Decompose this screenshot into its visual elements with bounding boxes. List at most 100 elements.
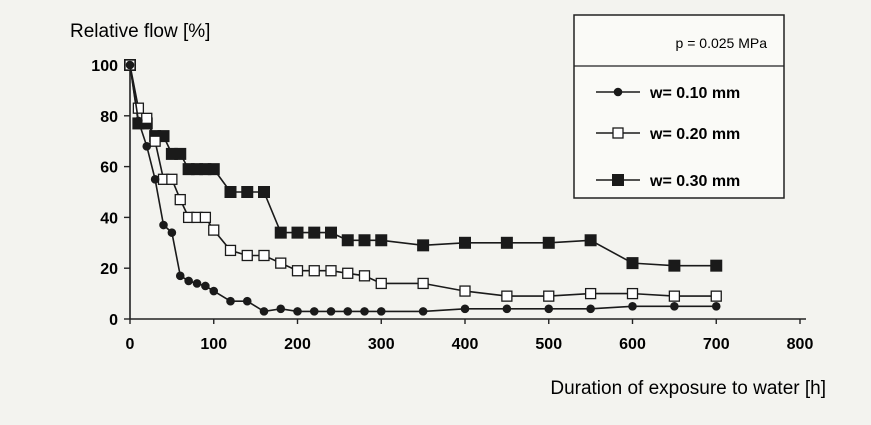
x-axis-label: Duration of exposure to water [h] [550, 378, 826, 399]
series-2-point [459, 285, 471, 297]
series-1-point [184, 276, 193, 286]
x-tick-label: 500 [535, 336, 562, 353]
series-2-point [174, 193, 186, 206]
series-2-point [710, 290, 722, 302]
x-tick-label: 600 [619, 336, 646, 353]
series-3-point [325, 226, 337, 239]
series-1-point [360, 307, 369, 316]
series-3-point [274, 226, 287, 239]
series-3-point [241, 186, 254, 198]
x-tick-label: 100 [200, 336, 227, 353]
series-1-point [628, 302, 637, 311]
y-tick-label: 0 [109, 312, 118, 329]
series-1-point [201, 281, 210, 291]
series-2-point [149, 135, 161, 147]
x-tick-label: 700 [703, 336, 730, 353]
series-3-point [358, 234, 371, 247]
series-1-point [259, 307, 269, 316]
y-axis-label: Relative flow [%] [70, 21, 210, 42]
series-2-point [258, 249, 270, 262]
series-3-point [258, 186, 270, 198]
series-3-point [500, 236, 513, 249]
series-1-point [175, 271, 185, 281]
series-1-point [293, 307, 302, 316]
series-3-point [207, 163, 220, 176]
series-1-point [326, 307, 336, 316]
legend: p = 0.025 MPa w= 0.10 mm w= 0.20 mm w= 0.3… [573, 14, 785, 199]
series-3-point [375, 234, 388, 247]
y-tick-label: 80 [100, 109, 118, 126]
series-2-point [668, 290, 681, 302]
legend-swatch-marker [612, 127, 624, 139]
series-1-point [460, 304, 470, 314]
legend-label: w= 0.10 mm [649, 85, 740, 102]
plot-area [124, 59, 723, 316]
legend-box [573, 14, 785, 199]
legend-title: p = 0.025 MPa [676, 35, 768, 51]
series-1-point [711, 302, 721, 311]
series-1-point [125, 60, 135, 70]
series-2-point [501, 290, 513, 302]
series-3-point [459, 236, 471, 249]
series-2-point [199, 211, 212, 224]
legend-swatch-marker [612, 174, 624, 186]
series-2-point [275, 257, 287, 269]
y-tick-label: 40 [100, 210, 118, 227]
series-3-point [417, 239, 430, 252]
series-3-point [174, 147, 187, 160]
series-2-point [308, 265, 320, 277]
series-1-point [418, 307, 428, 316]
series-3-point [626, 257, 639, 270]
series-1-point [376, 307, 386, 316]
series-2-point [208, 224, 220, 236]
series-1-point [586, 304, 595, 314]
series-2-point [342, 267, 354, 279]
series-1-point [192, 279, 202, 288]
series-2-point [132, 102, 145, 114]
series-3-point [224, 186, 237, 198]
series-1-point [670, 302, 679, 311]
series-2-point [291, 265, 304, 277]
series-2-point [166, 173, 178, 185]
legend-swatch-marker [613, 87, 623, 97]
series-2-point [241, 249, 253, 262]
axes: 0 20 40 60 80 100 0 100 200 300 400 500 600 700 800 [91, 58, 813, 353]
legend-label: w= 0.20 mm [649, 126, 740, 143]
y-tick-label: 60 [100, 160, 118, 177]
series-2 [124, 59, 722, 302]
x-tick-label: 800 [787, 336, 814, 353]
series-3-point [308, 226, 321, 239]
series-3-point [584, 234, 597, 247]
series-3-point [668, 259, 681, 272]
series-3-point [542, 236, 555, 249]
series-1-point [134, 116, 143, 126]
series-2-point [584, 287, 597, 300]
series-1-point [276, 304, 286, 314]
series-2-point [141, 112, 153, 124]
x-tick-label: 300 [368, 336, 395, 353]
series-2-point [626, 287, 639, 300]
series-1-point [502, 304, 512, 314]
x-tick-label: 200 [284, 336, 311, 353]
series-1-point [226, 296, 235, 306]
legend-item-1: w= 0.10 mm [596, 85, 740, 102]
series-3-point [291, 226, 304, 239]
y-tick-label: 20 [100, 261, 118, 278]
series-2-point [325, 265, 337, 277]
series-1-point [167, 228, 177, 237]
series-1-point [309, 307, 319, 316]
series-1-point [159, 220, 168, 230]
x-tick-label: 400 [452, 336, 479, 353]
series-2-point [375, 277, 387, 290]
series-1-point [150, 175, 160, 184]
series-1-point [209, 286, 219, 296]
series-1-point [544, 304, 554, 314]
series-2-point [543, 290, 555, 302]
series-1-point [142, 141, 152, 151]
series-1-point [343, 307, 353, 316]
series-3 [124, 59, 723, 272]
legend-label: w= 0.30 mm [649, 173, 740, 190]
series-1 [125, 60, 721, 316]
series-2-point [417, 277, 429, 290]
